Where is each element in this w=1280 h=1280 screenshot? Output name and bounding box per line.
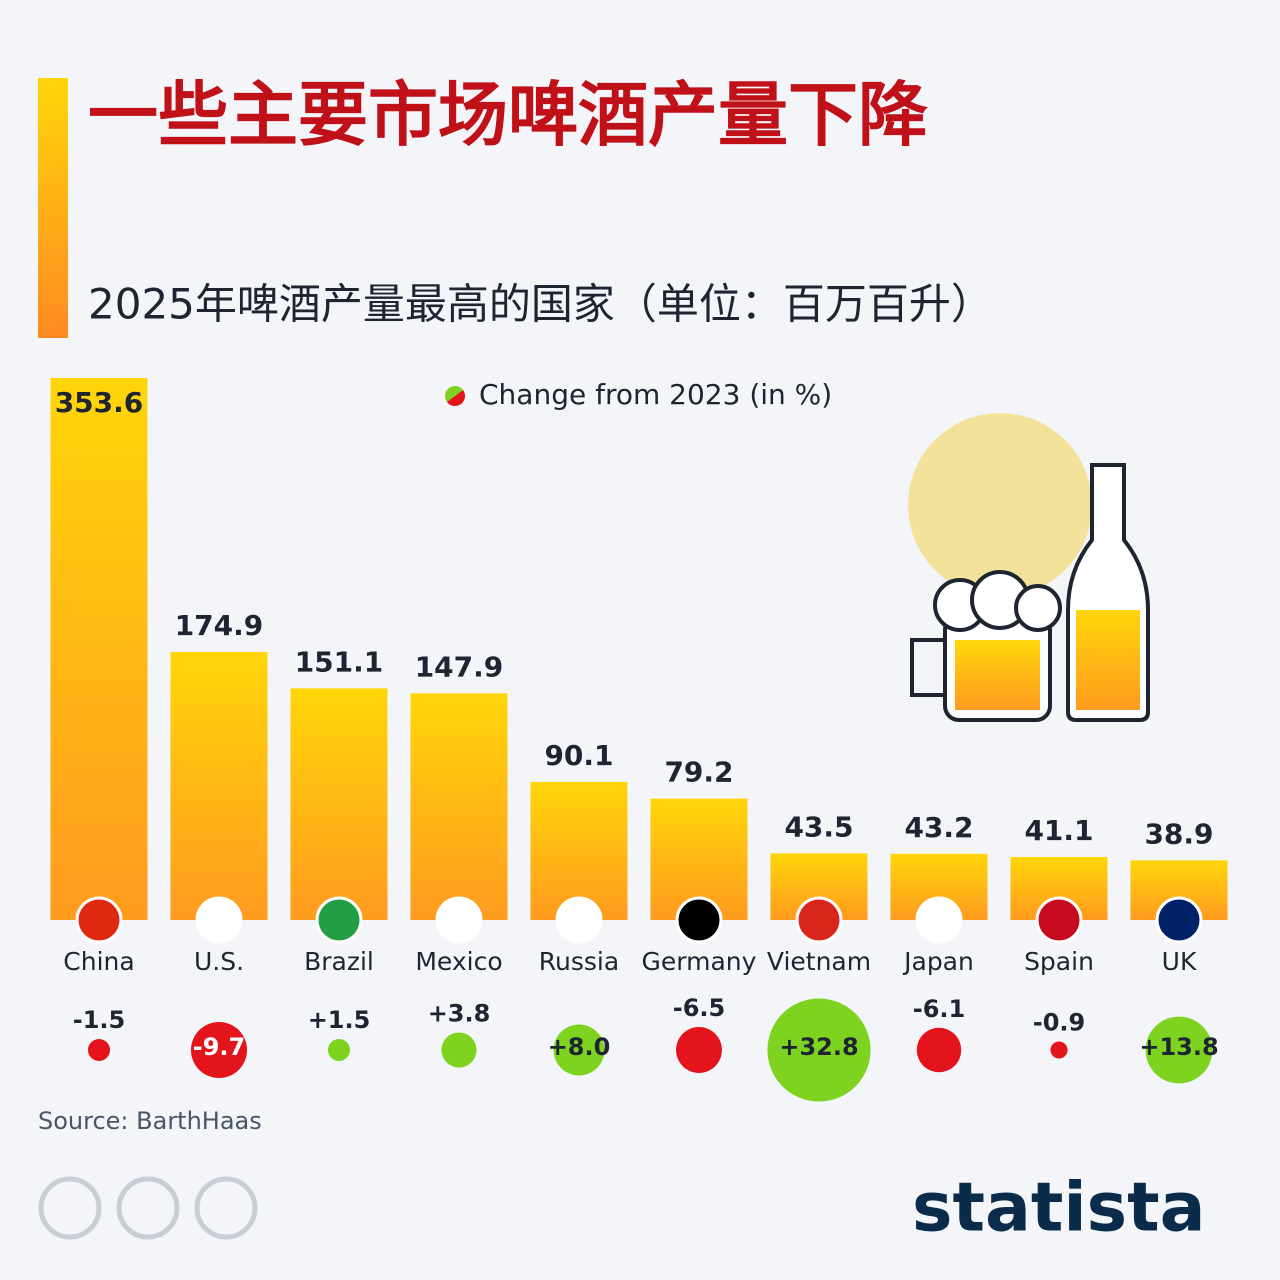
value-label: 353.6 — [55, 386, 144, 419]
change-label: -1.5 — [73, 1006, 125, 1034]
change-bubble — [553, 1024, 605, 1076]
change-label: +13.8 — [1139, 1033, 1218, 1061]
change-label: +1.5 — [308, 1006, 371, 1034]
beer-illustration — [908, 413, 1150, 722]
change-label: +8.0 — [548, 1033, 611, 1061]
flag — [435, 896, 483, 944]
change-label: -6.5 — [673, 994, 725, 1022]
license-icons — [38, 1176, 258, 1240]
x-tick-label: Germany — [642, 947, 757, 976]
bar — [410, 693, 508, 920]
x-tick-label: UK — [1162, 947, 1197, 976]
value-label: 174.9 — [175, 609, 264, 642]
accent-bar — [38, 78, 68, 338]
change-bubble — [327, 1038, 351, 1062]
value-label: 147.9 — [415, 650, 504, 683]
value-label: 38.9 — [1144, 817, 1213, 850]
change-bubble — [676, 1027, 722, 1073]
x-tick-label: Mexico — [415, 947, 502, 976]
change-bubble — [1050, 1041, 1068, 1059]
chart-title: 一些主要市场啤酒产量下降 — [88, 74, 928, 156]
value-label: 90.1 — [544, 739, 613, 772]
source: Source: BarthHaas — [38, 1107, 262, 1135]
change-bubble — [767, 998, 871, 1102]
chart-subtitle: 2025年啤酒产量最高的国家（单位：百万百升） — [88, 280, 993, 329]
x-tick-label: Vietnam — [767, 947, 871, 976]
change-label: -0.9 — [1033, 1008, 1085, 1036]
x-tick-label: Japan — [902, 947, 974, 976]
flag — [1035, 896, 1083, 944]
change-label: -6.1 — [913, 995, 965, 1023]
flag — [315, 896, 363, 944]
bar — [170, 651, 268, 920]
change-label: -9.7 — [193, 1033, 245, 1061]
change-label: +32.8 — [779, 1033, 858, 1061]
change-bubble — [190, 1021, 248, 1079]
flag — [555, 896, 603, 944]
change-bubble — [441, 1032, 477, 1068]
flag — [915, 896, 963, 944]
legend-swatch-half — [447, 390, 466, 406]
legend-label: Change from 2023 (in %) — [479, 378, 832, 411]
bar — [290, 688, 388, 920]
change-bubble — [916, 1027, 962, 1073]
flag — [195, 896, 243, 944]
value-label: 43.5 — [784, 810, 853, 843]
change-bubble — [87, 1038, 111, 1062]
flag — [75, 896, 123, 944]
flag — [795, 896, 843, 944]
x-tick-label: Russia — [539, 947, 619, 976]
flag — [1155, 896, 1203, 944]
x-tick-label: U.S. — [194, 947, 244, 976]
change-bubble — [1145, 1016, 1213, 1084]
x-tick-label: Brazil — [304, 947, 374, 976]
x-tick-label: China — [63, 947, 134, 976]
value-label: 151.1 — [295, 645, 384, 678]
bar — [50, 378, 148, 920]
x-tick-label: Spain — [1024, 947, 1094, 976]
value-label: 41.1 — [1024, 814, 1093, 847]
value-label: 43.2 — [904, 811, 973, 844]
value-label: 79.2 — [664, 756, 733, 789]
flag — [675, 896, 723, 944]
brand-logo: statista — [912, 1169, 1206, 1248]
change-label: +3.8 — [428, 999, 491, 1027]
